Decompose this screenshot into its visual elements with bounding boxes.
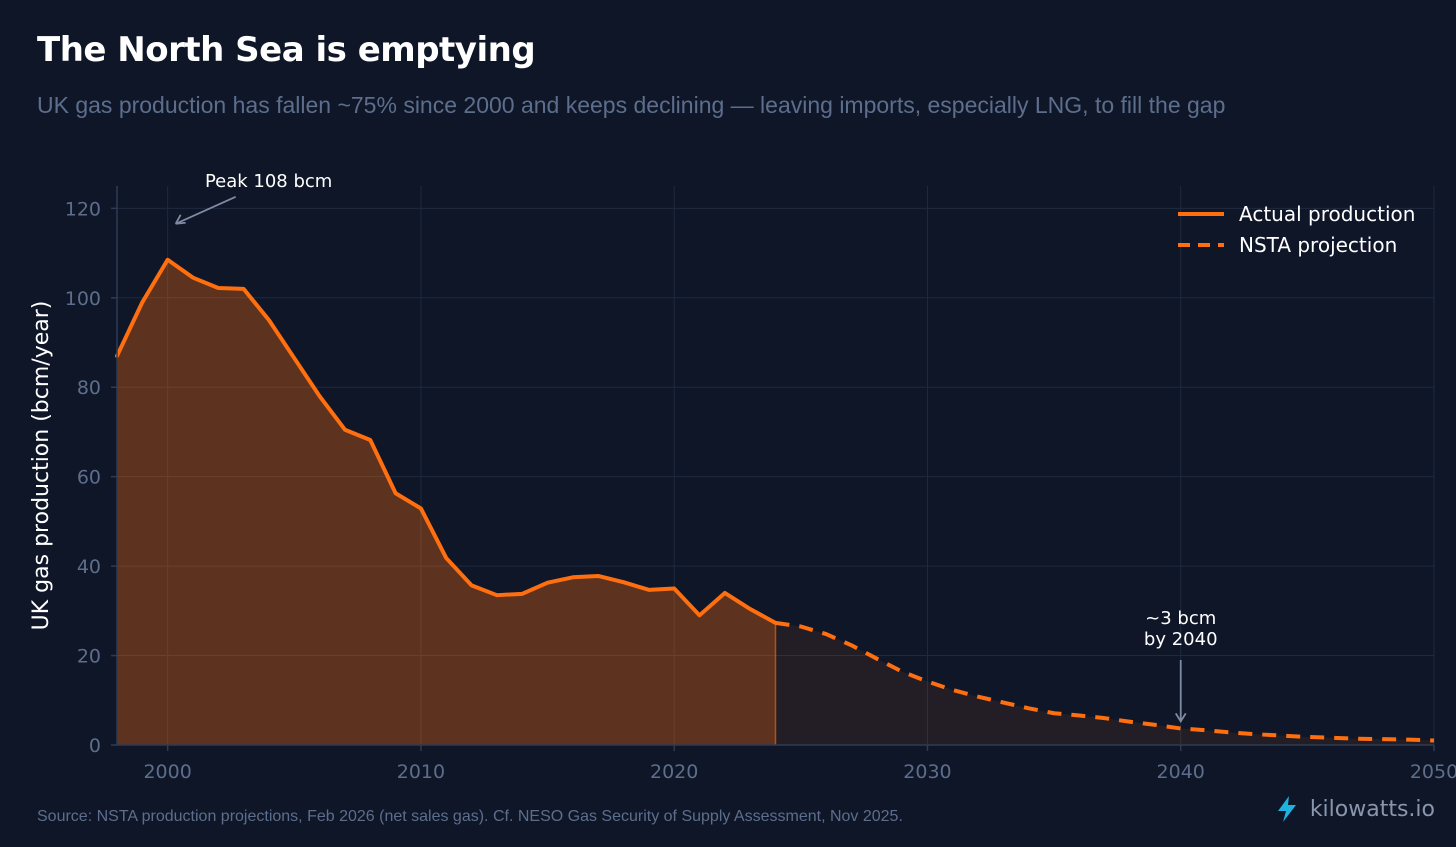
y-tick-label: 0: [89, 735, 101, 757]
x-tick-label: 2040: [1157, 761, 1205, 783]
y-axis-label: UK gas production (bcm/year): [29, 301, 54, 631]
y-tick-label: 100: [65, 288, 101, 310]
y-tick-label: 60: [77, 467, 101, 489]
axes: [111, 186, 1435, 751]
series-lines: [115, 257, 1435, 743]
legend-label-actual: Actual production: [1239, 202, 1415, 226]
actual-area: [117, 259, 776, 745]
projection-annotation-line: ~3 bcm: [1145, 608, 1216, 629]
projection-area: [775, 622, 1434, 745]
x-tick-label: 2020: [650, 761, 698, 783]
y-tick-label: 80: [77, 377, 101, 399]
brand-name: kilowatts.io: [1309, 796, 1435, 822]
projection-arrowhead: [1174, 712, 1187, 724]
legend-label-projection: NSTA projection: [1239, 233, 1397, 257]
grid: [117, 186, 1435, 746]
projection-line: [775, 620, 1435, 743]
brand[interactable]: kilowatts.io: [1276, 796, 1435, 822]
y-tick-label: 40: [77, 556, 101, 578]
x-tick-label: 2030: [903, 761, 951, 783]
projection-annotation-line: by 2040: [1144, 629, 1218, 650]
peak-arrowhead: [174, 214, 186, 225]
lightning-bolt-icon: [1277, 796, 1296, 822]
y-tick-label: 20: [77, 646, 101, 668]
x-tick-label: 2050: [1410, 761, 1456, 783]
peak-annotation: Peak 108 bcm: [205, 171, 332, 192]
source-note: Source: NSTA production projections, Feb…: [37, 808, 903, 825]
legend: Actual production NSTA projection: [1178, 202, 1415, 257]
actual-production-line: [115, 257, 778, 625]
chart-title: The North Sea is emptying: [37, 30, 536, 70]
chart-subtitle: UK gas production has fallen ~75% since …: [37, 92, 1226, 118]
y-tick-label: 120: [65, 198, 101, 220]
peak-arrow: [175, 195, 237, 225]
x-tick-label: 2010: [397, 761, 445, 783]
x-tick-label: 2000: [143, 761, 191, 783]
area-fills: [117, 259, 1434, 745]
